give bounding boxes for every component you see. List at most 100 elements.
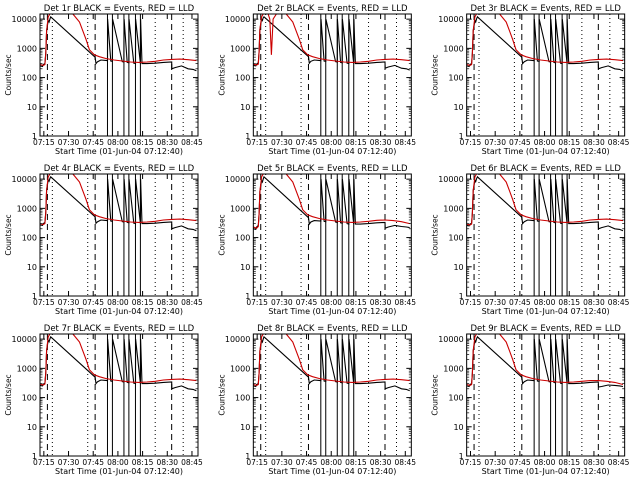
detector-panel-9: 1 10 100 1000 10000 07:15 07:30 07:45 08:00 08:15… bbox=[431, 324, 630, 476]
x-tick-label: 07:15 bbox=[33, 138, 55, 147]
y-tick-label: 1000 bbox=[17, 364, 37, 373]
panel-title: Det 7r BLACK = Events, RED = LLD bbox=[44, 324, 195, 334]
x-tick-label: 08:15 bbox=[558, 458, 580, 467]
x-tick-label: 08:00 bbox=[534, 138, 556, 147]
series-line-lld bbox=[40, 174, 197, 226]
y-tick-label: 1000 bbox=[443, 44, 463, 53]
panel-title: Det 9r BLACK = Events, RED = LLD bbox=[470, 324, 621, 334]
x-tick-label: 08:30 bbox=[583, 458, 605, 467]
series-group bbox=[466, 334, 624, 388]
y-tick-label: 10 bbox=[240, 263, 250, 272]
x-tick-label: 07:30 bbox=[484, 458, 506, 467]
y-axis-label: Counts/sec bbox=[217, 54, 226, 95]
x-tick-label: 08:45 bbox=[181, 138, 203, 147]
series-line-lld bbox=[466, 334, 624, 386]
x-tick-label: 08:00 bbox=[107, 458, 129, 467]
x-tick-label: 08:00 bbox=[320, 458, 342, 467]
plot-frame bbox=[252, 333, 412, 457]
series-group bbox=[40, 334, 197, 392]
x-tick-label: 08:30 bbox=[370, 138, 392, 147]
x-tick-label: 08:45 bbox=[394, 458, 416, 467]
x-tick-label: 08:45 bbox=[608, 298, 630, 307]
series-line-events bbox=[40, 335, 197, 392]
series-line-lld bbox=[466, 174, 624, 226]
y-axis-label: Counts/sec bbox=[4, 54, 13, 95]
x-tick-label: 07:45 bbox=[82, 298, 104, 307]
y-tick-label: 100 bbox=[235, 234, 250, 243]
panel-title: Det 6r BLACK = Events, RED = LLD bbox=[470, 164, 621, 174]
x-tick-label: 08:00 bbox=[107, 298, 129, 307]
y-tick-label: 10000 bbox=[12, 175, 37, 184]
y-tick-label: 1 bbox=[32, 452, 37, 461]
x-tick-label: 08:00 bbox=[534, 298, 556, 307]
plot-frame bbox=[466, 13, 626, 137]
y-tick-label: 1000 bbox=[17, 204, 37, 213]
plot-frame bbox=[39, 333, 199, 457]
x-tick-label: 07:45 bbox=[509, 138, 531, 147]
x-tick-label: 08:45 bbox=[181, 458, 203, 467]
x-tick-label: 07:45 bbox=[82, 458, 104, 467]
y-tick-label: 10000 bbox=[438, 335, 463, 344]
panel-title: Det 2r BLACK = Events, RED = LLD bbox=[257, 4, 408, 14]
panel-title: Det 3r BLACK = Events, RED = LLD bbox=[470, 4, 621, 14]
y-tick-label: 1 bbox=[32, 132, 37, 141]
x-tick-label: 07:30 bbox=[484, 298, 506, 307]
x-tick-label: 07:15 bbox=[246, 458, 268, 467]
series-line-lld bbox=[466, 14, 624, 66]
series-line-events bbox=[253, 335, 410, 392]
series-group bbox=[466, 174, 624, 232]
x-tick-label: 08:00 bbox=[534, 458, 556, 467]
x-tick-label: 07:15 bbox=[460, 138, 482, 147]
y-axis-label: Counts/sec bbox=[4, 374, 13, 415]
y-tick-label: 1 bbox=[32, 292, 37, 301]
x-tick-label: 07:30 bbox=[271, 298, 293, 307]
x-tick-label: 07:15 bbox=[460, 298, 482, 307]
series-line-lld bbox=[40, 14, 197, 66]
y-axis-label: Counts/sec bbox=[4, 214, 13, 255]
y-tick-label: 10000 bbox=[438, 175, 463, 184]
x-axis-label: Start Time (01-Jun-04 07:12:40) bbox=[482, 307, 610, 316]
y-tick-label: 10 bbox=[27, 103, 37, 112]
x-tick-label: 07:15 bbox=[246, 138, 268, 147]
x-tick-label: 08:15 bbox=[558, 138, 580, 147]
detector-panel-7: 1 10 100 1000 10000 07:15 07:30 07:45 08:00 08:15… bbox=[4, 324, 203, 476]
x-axis-label: Start Time (01-Jun-04 07:12:40) bbox=[55, 147, 183, 156]
series-group bbox=[253, 334, 410, 392]
plot-frame bbox=[39, 173, 199, 297]
series-line-events bbox=[253, 175, 410, 231]
y-tick-label: 10000 bbox=[225, 15, 250, 24]
x-tick-label: 07:45 bbox=[509, 458, 531, 467]
x-tick-label: 08:00 bbox=[320, 298, 342, 307]
y-tick-label: 1000 bbox=[443, 364, 463, 373]
panel-title: Det 4r BLACK = Events, RED = LLD bbox=[44, 164, 195, 174]
y-tick-label: 100 bbox=[448, 74, 463, 83]
y-tick-label: 10 bbox=[453, 423, 463, 432]
series-line-events bbox=[466, 335, 624, 388]
series-line-lld bbox=[40, 334, 197, 386]
plot-frame bbox=[252, 173, 412, 297]
series-line-events bbox=[466, 175, 624, 232]
detector-panel-4: 1 10 100 1000 10000 07:15 07:30 07:45 08:00 08:15… bbox=[4, 164, 203, 316]
detector-panel-6: 1 10 100 1000 10000 07:15 07:30 07:45 08:00 08:15… bbox=[431, 164, 630, 316]
y-tick-label: 10000 bbox=[225, 335, 250, 344]
x-tick-label: 08:15 bbox=[345, 298, 367, 307]
y-tick-label: 1000 bbox=[230, 44, 250, 53]
y-tick-label: 100 bbox=[22, 74, 37, 83]
plot-frame bbox=[466, 173, 626, 297]
y-tick-label: 1000 bbox=[230, 204, 250, 213]
series-group bbox=[40, 14, 197, 72]
panel-title: Det 1r BLACK = Events, RED = LLD bbox=[44, 4, 195, 14]
series-group bbox=[466, 14, 624, 72]
detector-panel-5: 1 10 100 1000 10000 07:15 07:30 07:45 08:00 08:15… bbox=[217, 164, 416, 316]
series-line-lld bbox=[253, 14, 410, 66]
y-axis-label: Counts/sec bbox=[217, 214, 226, 255]
y-tick-label: 1000 bbox=[17, 44, 37, 53]
x-tick-label: 07:45 bbox=[296, 458, 318, 467]
x-axis-label: Start Time (01-Jun-04 07:12:40) bbox=[482, 467, 610, 476]
x-tick-label: 08:15 bbox=[132, 298, 154, 307]
y-tick-label: 10000 bbox=[438, 15, 463, 24]
x-tick-label: 07:15 bbox=[460, 458, 482, 467]
y-tick-label: 10000 bbox=[12, 335, 37, 344]
